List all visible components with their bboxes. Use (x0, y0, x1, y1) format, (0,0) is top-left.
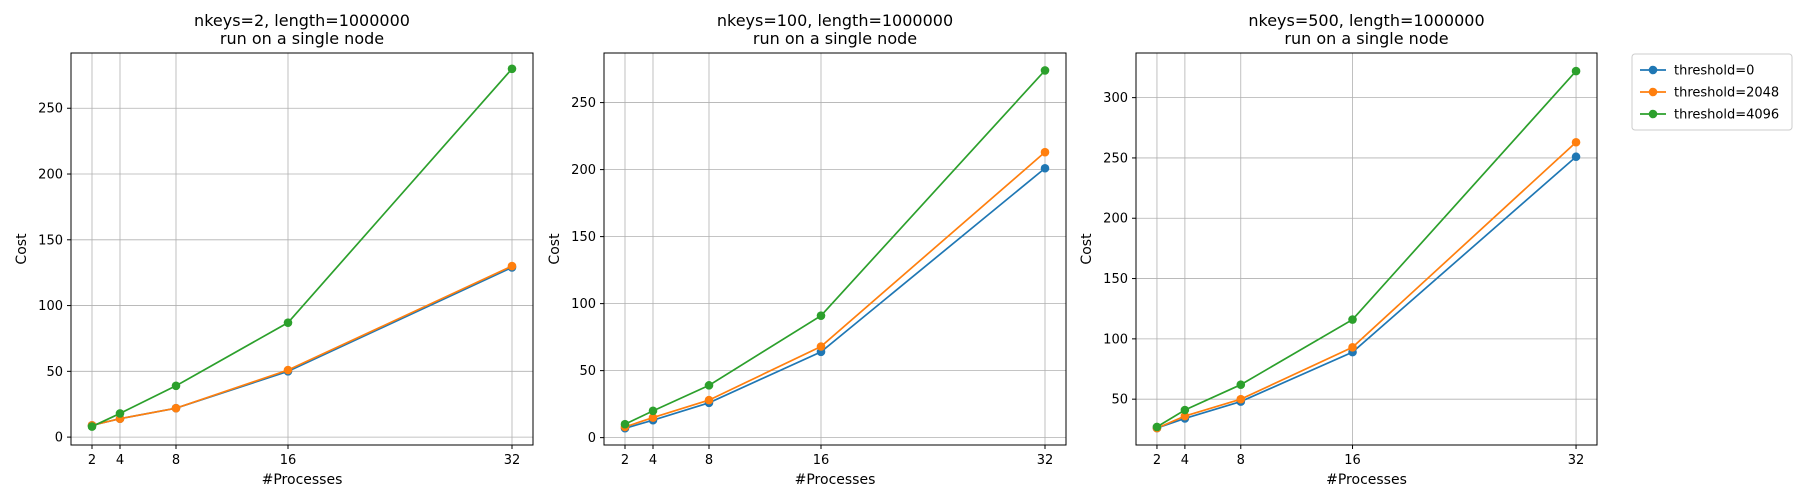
data-point (648, 413, 658, 422)
data-point (704, 381, 714, 390)
data-point (283, 318, 293, 327)
data-point (1571, 137, 1581, 147)
plot-frame (70, 52, 534, 446)
x-tick-label: 2 (1153, 453, 1161, 468)
y-tick-label: 100 (1103, 332, 1128, 347)
data-point (816, 342, 826, 351)
legend-label: threshold=2048 (1674, 86, 1779, 101)
chart-title: nkeys=2, length=1000000 (194, 11, 410, 30)
y-tick-label: 250 (571, 96, 596, 111)
data-point (1152, 422, 1162, 432)
x-tick-label: 2 (88, 453, 96, 468)
series-line-3 (624, 69, 1046, 425)
data-point (507, 64, 517, 74)
y-axis-label: Cost (547, 233, 563, 265)
y-tick-label: 100 (571, 297, 596, 312)
x-axis-label: #Processes (262, 472, 343, 488)
x-tick-label: 32 (1568, 453, 1585, 468)
x-tick-label: 16 (813, 453, 830, 468)
x-tick-label: 32 (504, 453, 521, 468)
data-point (171, 381, 181, 391)
data-point (1040, 163, 1050, 173)
x-tick-label: 4 (116, 453, 124, 468)
legend-marker (1648, 87, 1658, 97)
y-tick-label: 50 (579, 364, 596, 379)
y-tick-label: 100 (38, 299, 63, 314)
series-line-1 (1156, 156, 1577, 429)
x-tick-label: 16 (280, 453, 297, 468)
x-tick-label: 4 (649, 453, 657, 468)
data-point (1180, 405, 1190, 415)
legend: threshold=0 threshold=2048 threshold=4096 (1631, 53, 1793, 131)
legend-label: threshold=0 (1674, 64, 1754, 79)
x-tick-label: 8 (1237, 453, 1245, 468)
y-tick-label: 0 (588, 431, 596, 446)
x-tick-label: 2 (621, 453, 629, 468)
y-tick-label: 50 (46, 365, 63, 380)
data-point (816, 311, 826, 320)
x-tick-label: 16 (1344, 453, 1361, 468)
subplot-1: 2 4 8 16 32 0 50 100 150 200 250 nkeys=2, length=10… (14, 11, 534, 488)
y-tick-label: 150 (1103, 272, 1128, 287)
y-tick-label: 200 (1103, 212, 1128, 227)
data-point (115, 409, 125, 418)
y-axis-label: Cost (14, 233, 30, 265)
y-tick-label: 300 (1103, 91, 1128, 106)
chart-title: nkeys=500, length=1000000 (1248, 11, 1484, 30)
x-axis-label: #Processes (795, 472, 876, 488)
series-line-1 (91, 266, 513, 427)
data-point (1571, 66, 1581, 76)
series-line-3 (91, 68, 513, 428)
chart-title: nkeys=100, length=1000000 (717, 11, 953, 30)
x-tick-label: 8 (705, 453, 713, 468)
plot-frame (603, 52, 1067, 446)
data-point (1348, 315, 1357, 324)
data-point (648, 406, 658, 416)
chart-subtitle: run on a single node (753, 29, 917, 48)
data-point (1348, 343, 1357, 352)
data-point (620, 419, 630, 429)
y-tick-label: 150 (38, 233, 63, 248)
legend-marker (1648, 109, 1658, 119)
series-line-2 (91, 265, 513, 427)
subplot-2: 2 4 8 16 32 0 50 100 150 200 250 nkeys=100, length=… (547, 11, 1067, 488)
legend-label: threshold=4096 (1674, 108, 1779, 123)
y-tick-label: 250 (38, 102, 63, 117)
y-tick-label: 50 (1111, 393, 1128, 408)
subplot-3: 2 4 8 16 32 50 100 150 200 250 300 nkeys=500, lengt… (1079, 11, 1598, 488)
x-axis-label: #Processes (1326, 472, 1407, 488)
chart-subtitle: run on a single node (220, 29, 384, 48)
chart-subtitle: run on a single node (1284, 29, 1448, 48)
data-point (1571, 152, 1581, 162)
data-point (1040, 66, 1050, 75)
data-point (507, 261, 517, 271)
data-point (704, 395, 714, 405)
data-point (283, 365, 293, 375)
data-point (1180, 411, 1190, 421)
legend-frame (1631, 53, 1793, 131)
y-tick-label: 250 (1103, 151, 1128, 166)
series-line-2 (1156, 141, 1577, 429)
data-point (1236, 394, 1246, 404)
y-tick-label: 200 (571, 163, 596, 178)
x-tick-label: 4 (1181, 453, 1189, 468)
x-tick-label: 8 (172, 453, 180, 468)
data-point (171, 403, 181, 413)
y-axis-label: Cost (1079, 233, 1095, 265)
series-line-3 (1156, 70, 1577, 428)
y-tick-label: 200 (38, 168, 63, 183)
y-tick-label: 150 (571, 230, 596, 245)
series-line-2 (624, 151, 1046, 428)
legend-marker (1648, 65, 1658, 75)
data-point (1040, 147, 1050, 157)
plot-frame (1135, 52, 1598, 446)
y-tick-label: 0 (55, 431, 63, 446)
data-point (1236, 380, 1246, 389)
data-point (87, 422, 97, 431)
x-tick-label: 32 (1037, 453, 1054, 468)
